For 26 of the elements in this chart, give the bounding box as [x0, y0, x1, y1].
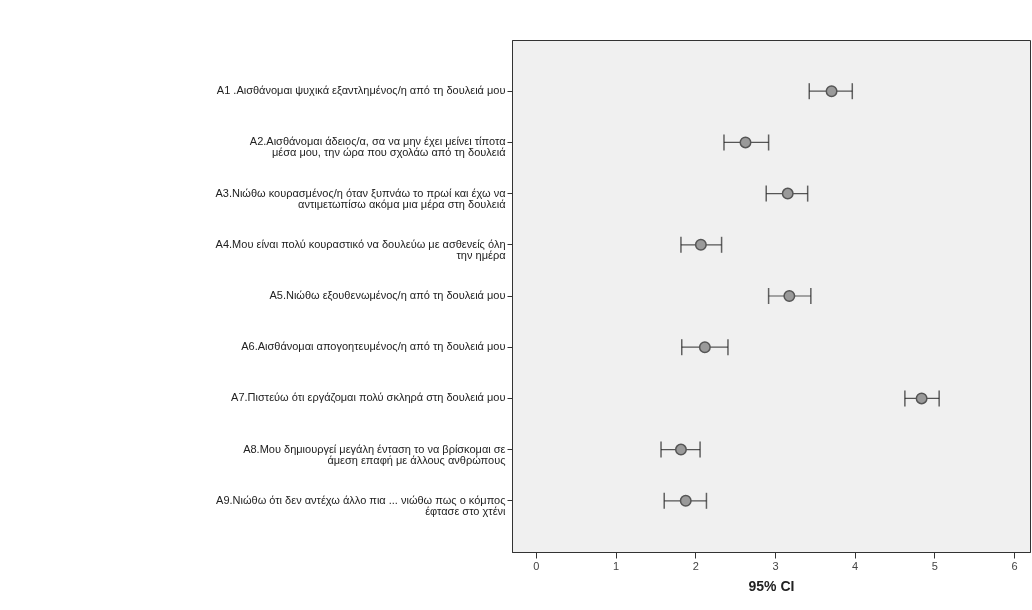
y-tick-label: A5.Νιώθω εξουθενωμένος/η από τη δουλειά μου: [269, 289, 506, 301]
point: [739, 136, 752, 149]
point: [825, 85, 838, 98]
point: [674, 443, 687, 456]
y-tick-label: A8.Μου δημιουργεί μεγάλη ένταση το να βρίσκομαι σε άμεση επαφή με άλλους ανθρώπους: [243, 442, 506, 466]
point: [783, 290, 796, 302]
y-tick-label: A1 .Αισθάνομαι ψυχικά εξαντλημένος/η από τη δουλειά μου: [216, 84, 506, 97]
point: [679, 494, 692, 507]
x-tick-label: 6: [1011, 559, 1018, 572]
y-tick-label: A2.Αισθάνομαι άδειος/α, σα να μην έχει μείνει τίποτα μέσα μου, την ώρα που σχολάω από τη δουλειά: [249, 135, 507, 159]
y-tick-label: A9.Νιώθω ότι δεν αντέχω άλλο πια ... νιώθω πως ο κόμπος έφτασε στο χτένι: [216, 493, 507, 517]
x-tick-label: 1: [613, 559, 620, 572]
x-tick-label: 3: [772, 559, 779, 572]
y-tick-label: A6.Αισθάνομαι απογοητευμένος/η από τη δουλειά μου: [241, 340, 506, 353]
point: [781, 187, 794, 200]
x-axis-title: 95% CI: [748, 577, 795, 594]
y-tick-label: A4.Μου είναι πολύ κουραστικό να δουλεύω με ασθενείς όλη την ημέρα: [215, 237, 507, 261]
x-tick-label: 4: [852, 559, 859, 572]
x-tick-label: 2: [692, 559, 699, 572]
x-tick-label: 0: [533, 559, 540, 572]
point: [694, 238, 707, 251]
x-tick-label: 5: [931, 559, 938, 572]
point: [915, 392, 928, 405]
y-tick-label: A7.Πιστεύω ότι εργάζομαι πολύ σκληρά στη δουλειά μου: [231, 391, 506, 404]
y-tick-label: A3.Νιώθω κουρασμένος/η όταν ξυπνάω το πρωί και έχω να αντιμετωπίσω ακόμα μια μέρα στη δουλειά: [215, 186, 507, 210]
point: [698, 341, 711, 354]
